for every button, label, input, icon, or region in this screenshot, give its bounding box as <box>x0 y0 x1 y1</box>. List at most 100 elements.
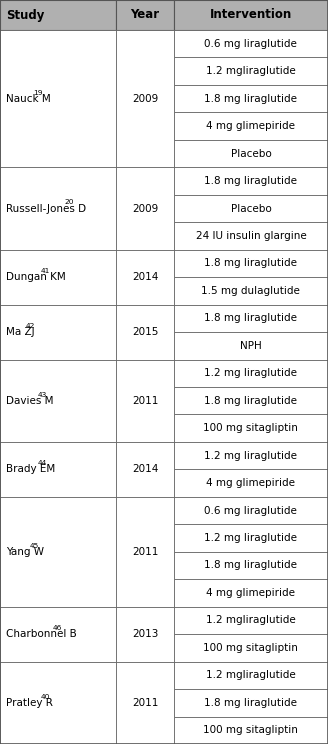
Text: 2011: 2011 <box>132 396 158 405</box>
Bar <box>174 57 328 85</box>
Text: 4 mg glimepiride: 4 mg glimepiride <box>206 121 296 131</box>
Bar <box>174 525 328 552</box>
Bar <box>174 332 328 359</box>
Bar <box>116 442 174 497</box>
Text: 2011: 2011 <box>132 547 158 557</box>
Bar <box>116 661 174 744</box>
Bar <box>174 689 328 716</box>
Bar <box>174 580 328 606</box>
Text: Russell-Jones D: Russell-Jones D <box>6 204 86 214</box>
Bar <box>174 442 328 469</box>
Text: 40: 40 <box>41 693 51 700</box>
Text: 19: 19 <box>33 89 43 96</box>
Text: Brady EM: Brady EM <box>6 464 55 475</box>
Text: Charbonnel B: Charbonnel B <box>6 629 77 639</box>
Bar <box>116 606 174 661</box>
Text: 1.8 mg liraglutide: 1.8 mg liraglutide <box>204 396 297 405</box>
Text: Dungan KM: Dungan KM <box>6 272 66 282</box>
Text: 2009: 2009 <box>132 94 158 103</box>
Bar <box>174 387 328 414</box>
Bar <box>174 250 328 278</box>
Text: 1.8 mg liraglutide: 1.8 mg liraglutide <box>204 94 297 103</box>
Bar <box>174 140 328 167</box>
Bar <box>174 30 328 57</box>
Text: 1.2 mgliraglutide: 1.2 mgliraglutide <box>206 66 296 76</box>
Text: NPH: NPH <box>240 341 262 351</box>
Bar <box>0 442 116 497</box>
Bar <box>174 359 328 387</box>
Bar <box>174 606 328 634</box>
Text: 1.5 mg dulaglutide: 1.5 mg dulaglutide <box>201 286 300 296</box>
Bar <box>116 359 174 442</box>
Bar <box>0 359 116 442</box>
Text: Pratley R: Pratley R <box>6 698 53 708</box>
Text: Study: Study <box>6 8 44 22</box>
Bar <box>174 85 328 112</box>
Text: Placebo: Placebo <box>231 204 271 214</box>
Text: 2013: 2013 <box>132 629 158 639</box>
Text: 100 mg sitagliptin: 100 mg sitagliptin <box>203 725 298 735</box>
Text: 100 mg sitagliptin: 100 mg sitagliptin <box>203 423 298 433</box>
Text: 2014: 2014 <box>132 272 158 282</box>
Bar <box>116 167 174 250</box>
Text: 4 mg glimepiride: 4 mg glimepiride <box>206 478 296 488</box>
Bar <box>0 0 116 30</box>
Bar <box>0 167 116 250</box>
Text: 4 mg glimepiride: 4 mg glimepiride <box>206 588 296 598</box>
Bar <box>174 497 328 525</box>
Bar <box>174 414 328 442</box>
Bar <box>174 222 328 250</box>
Bar <box>0 304 116 359</box>
Text: Yang W: Yang W <box>6 547 44 557</box>
Text: 0.6 mg liraglutide: 0.6 mg liraglutide <box>204 506 297 516</box>
Text: 41: 41 <box>41 268 51 274</box>
Text: 2009: 2009 <box>132 204 158 214</box>
Text: Ma ZJ: Ma ZJ <box>6 327 35 337</box>
Bar <box>174 278 328 304</box>
Text: 1.8 mg liraglutide: 1.8 mg liraglutide <box>204 560 297 571</box>
Bar <box>174 552 328 580</box>
Text: 20: 20 <box>65 199 74 205</box>
Bar <box>0 250 116 304</box>
Text: 42: 42 <box>26 323 35 329</box>
Bar <box>174 634 328 661</box>
Bar <box>0 661 116 744</box>
Bar <box>0 606 116 661</box>
Text: 24 IU insulin glargine: 24 IU insulin glargine <box>195 231 306 241</box>
Text: 43: 43 <box>37 391 47 398</box>
Text: 100 mg sitagliptin: 100 mg sitagliptin <box>203 643 298 653</box>
Bar <box>174 112 328 140</box>
Bar <box>116 30 174 167</box>
Bar <box>116 0 174 30</box>
Text: 2014: 2014 <box>132 464 158 475</box>
Text: Placebo: Placebo <box>231 149 271 158</box>
Text: 1.2 mgliraglutide: 1.2 mgliraglutide <box>206 670 296 680</box>
Text: 1.8 mg liraglutide: 1.8 mg liraglutide <box>204 258 297 269</box>
Bar <box>174 195 328 222</box>
Text: 2011: 2011 <box>132 698 158 708</box>
Bar <box>116 304 174 359</box>
Text: Year: Year <box>131 8 160 22</box>
Bar <box>174 304 328 332</box>
Bar <box>174 661 328 689</box>
Text: 1.2 mgliraglutide: 1.2 mgliraglutide <box>206 615 296 626</box>
Bar <box>116 250 174 304</box>
Text: 1.8 mg liraglutide: 1.8 mg liraglutide <box>204 176 297 186</box>
Bar <box>0 30 116 167</box>
Bar <box>174 0 328 30</box>
Text: 1.8 mg liraglutide: 1.8 mg liraglutide <box>204 698 297 708</box>
Text: 46: 46 <box>53 625 62 631</box>
Bar <box>0 497 116 606</box>
Text: 0.6 mg liraglutide: 0.6 mg liraglutide <box>204 39 297 48</box>
Bar <box>116 497 174 606</box>
Text: 45: 45 <box>30 542 39 549</box>
Text: Nauck M: Nauck M <box>6 94 51 103</box>
Text: Intervention: Intervention <box>210 8 292 22</box>
Text: 44: 44 <box>37 461 47 466</box>
Bar <box>174 469 328 497</box>
Text: Davies M: Davies M <box>6 396 53 405</box>
Text: 1.8 mg liraglutide: 1.8 mg liraglutide <box>204 313 297 324</box>
Text: 1.2 mg liraglutide: 1.2 mg liraglutide <box>204 368 297 378</box>
Text: 2015: 2015 <box>132 327 158 337</box>
Bar <box>174 716 328 744</box>
